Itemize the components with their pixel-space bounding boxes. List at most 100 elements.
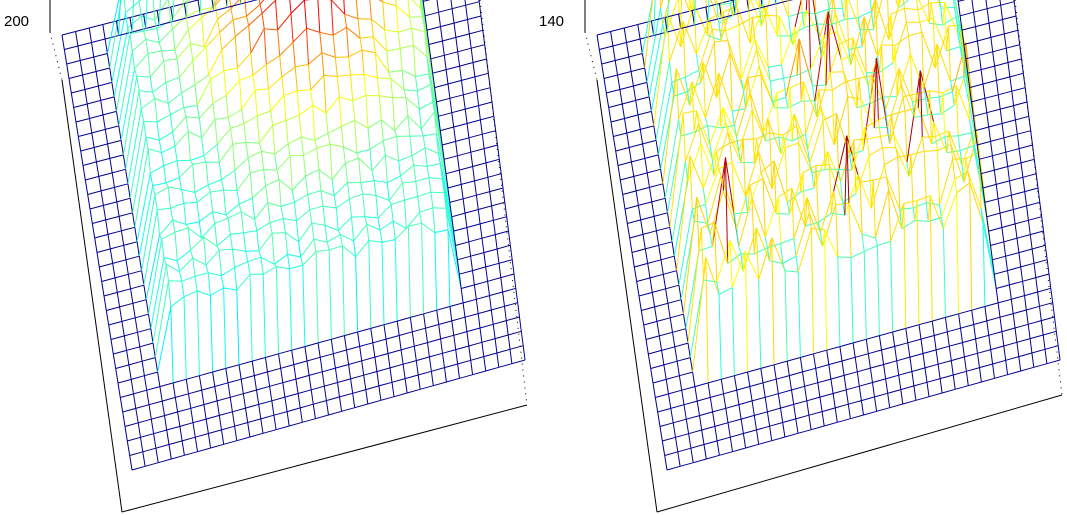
- mesh-line: [484, 249, 497, 253]
- mesh-line: [1006, 360, 1008, 374]
- mesh-line: [1023, 278, 1036, 282]
- mesh-line: [931, 3, 933, 18]
- mesh-line: [939, 97, 941, 114]
- mesh-line: [631, 72, 633, 87]
- mesh-line: [171, 208, 173, 220]
- mesh-line: [491, 310, 493, 324]
- mesh-line: [463, 95, 465, 109]
- mesh-line: [444, 193, 457, 260]
- mesh-line: [133, 300, 146, 304]
- mesh-line: [469, 346, 471, 360]
- mesh-line: [248, 158, 250, 173]
- mesh-line: [966, 368, 979, 372]
- mesh-line: [425, 148, 427, 167]
- mesh-line: [976, 339, 978, 353]
- mesh-line: [849, 203, 851, 258]
- mesh-line: [1034, 260, 1047, 264]
- mesh-line: [761, 75, 763, 133]
- mesh-line: [392, 379, 405, 383]
- mesh-line: [358, 332, 360, 346]
- mesh-line: [679, 376, 681, 391]
- mesh-line: [387, 176, 400, 183]
- mesh-line: [994, 170, 996, 184]
- mesh-line: [129, 361, 142, 365]
- mesh-line: [941, 105, 954, 114]
- mesh-line: [103, 205, 105, 220]
- mesh-line: [503, 288, 516, 292]
- mesh-line: [653, 383, 655, 398]
- mesh-line: [651, 369, 653, 384]
- mesh-line: [276, 267, 278, 354]
- mesh-line: [963, 339, 976, 343]
- mesh-line: [168, 93, 181, 104]
- mesh-line: [262, 13, 264, 28]
- mesh-line: [828, 12, 830, 73]
- mesh-line: [638, 25, 640, 40]
- mesh-line: [1030, 235, 1032, 249]
- mesh-line: [1036, 278, 1038, 292]
- mesh-line: [655, 394, 668, 398]
- mesh-line: [683, 113, 685, 161]
- mesh-line: [131, 376, 144, 380]
- mesh-line: [153, 343, 155, 358]
- mesh-line: [501, 174, 503, 188]
- mesh-line: [956, 0, 958, 1]
- mesh-line: [704, 441, 717, 445]
- mesh-line: [715, 426, 717, 441]
- mesh-line: [199, 222, 201, 238]
- mesh-line: [328, 127, 341, 134]
- mesh-line: [480, 116, 493, 120]
- mesh-line: [476, 299, 478, 313]
- mesh-line: [993, 364, 995, 378]
- mesh-line: [703, 62, 716, 98]
- mesh-line: [507, 217, 509, 231]
- mesh-line: [914, 382, 927, 386]
- mesh-line: [106, 307, 119, 311]
- mesh-line: [763, 93, 776, 133]
- mesh-line: [842, 60, 844, 72]
- mesh-line: [293, 42, 295, 67]
- mesh-line: [295, 64, 308, 67]
- mesh-line: [482, 235, 495, 239]
- mesh-line: [454, 335, 456, 349]
- mesh-line: [408, 226, 410, 317]
- mesh-line: [473, 63, 475, 77]
- mesh-line: [469, 242, 471, 256]
- mesh-line: [312, 223, 314, 239]
- mesh-line: [228, 383, 230, 398]
- mesh-line: [846, 78, 859, 81]
- mesh-line: [297, 221, 299, 242]
- mesh-line: [701, 143, 703, 188]
- mesh-line: [204, 401, 217, 405]
- mesh-line: [438, 113, 451, 117]
- mesh-line: [1000, 314, 1013, 318]
- mesh-line: [376, 195, 389, 200]
- mesh-line: [292, 190, 294, 202]
- mesh-line: [930, 91, 932, 144]
- mesh-line: [362, 50, 364, 74]
- mesh-line: [934, 336, 936, 350]
- mesh-line: [458, 48, 472, 52]
- mesh-line: [450, 199, 463, 203]
- mesh-line: [620, 90, 622, 105]
- mesh-line: [636, 187, 649, 191]
- mesh-line: [227, 0, 229, 7]
- mesh-line: [333, 350, 346, 354]
- mesh-line: [877, 241, 890, 245]
- mesh-line: [765, 394, 778, 398]
- mesh-line: [855, 357, 857, 372]
- mesh-line: [248, 423, 250, 438]
- mesh-line: [848, 97, 850, 155]
- mesh-line: [474, 281, 487, 285]
- mesh-line: [363, 194, 376, 195]
- mesh-line: [127, 350, 129, 365]
- mesh-line: [217, 246, 219, 250]
- mesh-line: [873, 379, 886, 383]
- mesh-line: [750, 387, 752, 401]
- mesh-line: [480, 220, 493, 224]
- mesh-line: [979, 52, 992, 56]
- mesh-line: [933, 18, 946, 51]
- mesh-line: [282, 77, 284, 95]
- mesh-line: [904, 203, 906, 328]
- mesh-line: [368, 128, 370, 149]
